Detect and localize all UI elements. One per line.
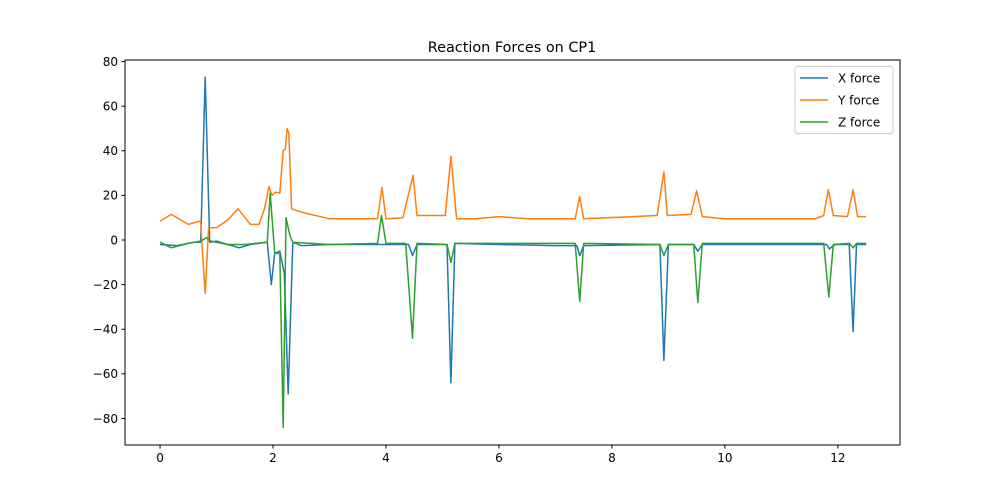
x-tick-label: 2 xyxy=(269,451,277,465)
y-tick-label: 20 xyxy=(103,189,118,203)
legend-frame xyxy=(794,66,894,134)
y-tick-label: 0 xyxy=(110,233,118,247)
x-tick-label: 4 xyxy=(382,451,390,465)
y-axis: −80 −60 −40 −20 0 20 40 60 80 xyxy=(93,55,125,426)
series-line-z-force xyxy=(159,192,867,429)
axes-frame xyxy=(124,59,901,446)
y-tick-label: 60 xyxy=(103,99,118,113)
x-tick-label: 8 xyxy=(608,451,616,465)
legend-label: X force xyxy=(838,72,880,86)
y-tick-label: 40 xyxy=(103,144,118,158)
x-axis: 0 2 4 6 8 10 12 xyxy=(156,445,846,465)
y-tick-label: −20 xyxy=(93,278,118,292)
x-tick-label: 0 xyxy=(156,451,164,465)
x-tick-label: 10 xyxy=(717,451,732,465)
y-tick-label: −40 xyxy=(93,323,118,337)
series-layer xyxy=(159,76,867,429)
chart-title: Reaction Forces on CP1 xyxy=(428,40,596,56)
y-tick-label: 80 xyxy=(103,55,118,69)
y-tick-label: −60 xyxy=(93,367,118,381)
x-tick-label: 12 xyxy=(830,451,845,465)
legend-label: Y force xyxy=(837,94,879,108)
legend-label: Z force xyxy=(838,116,880,130)
x-tick-label: 6 xyxy=(495,451,503,465)
y-tick-label: −80 xyxy=(93,412,118,426)
series-line-x-force xyxy=(159,76,867,395)
legend: X force Y force Z force xyxy=(794,66,894,134)
series-line-y-force xyxy=(159,127,867,295)
